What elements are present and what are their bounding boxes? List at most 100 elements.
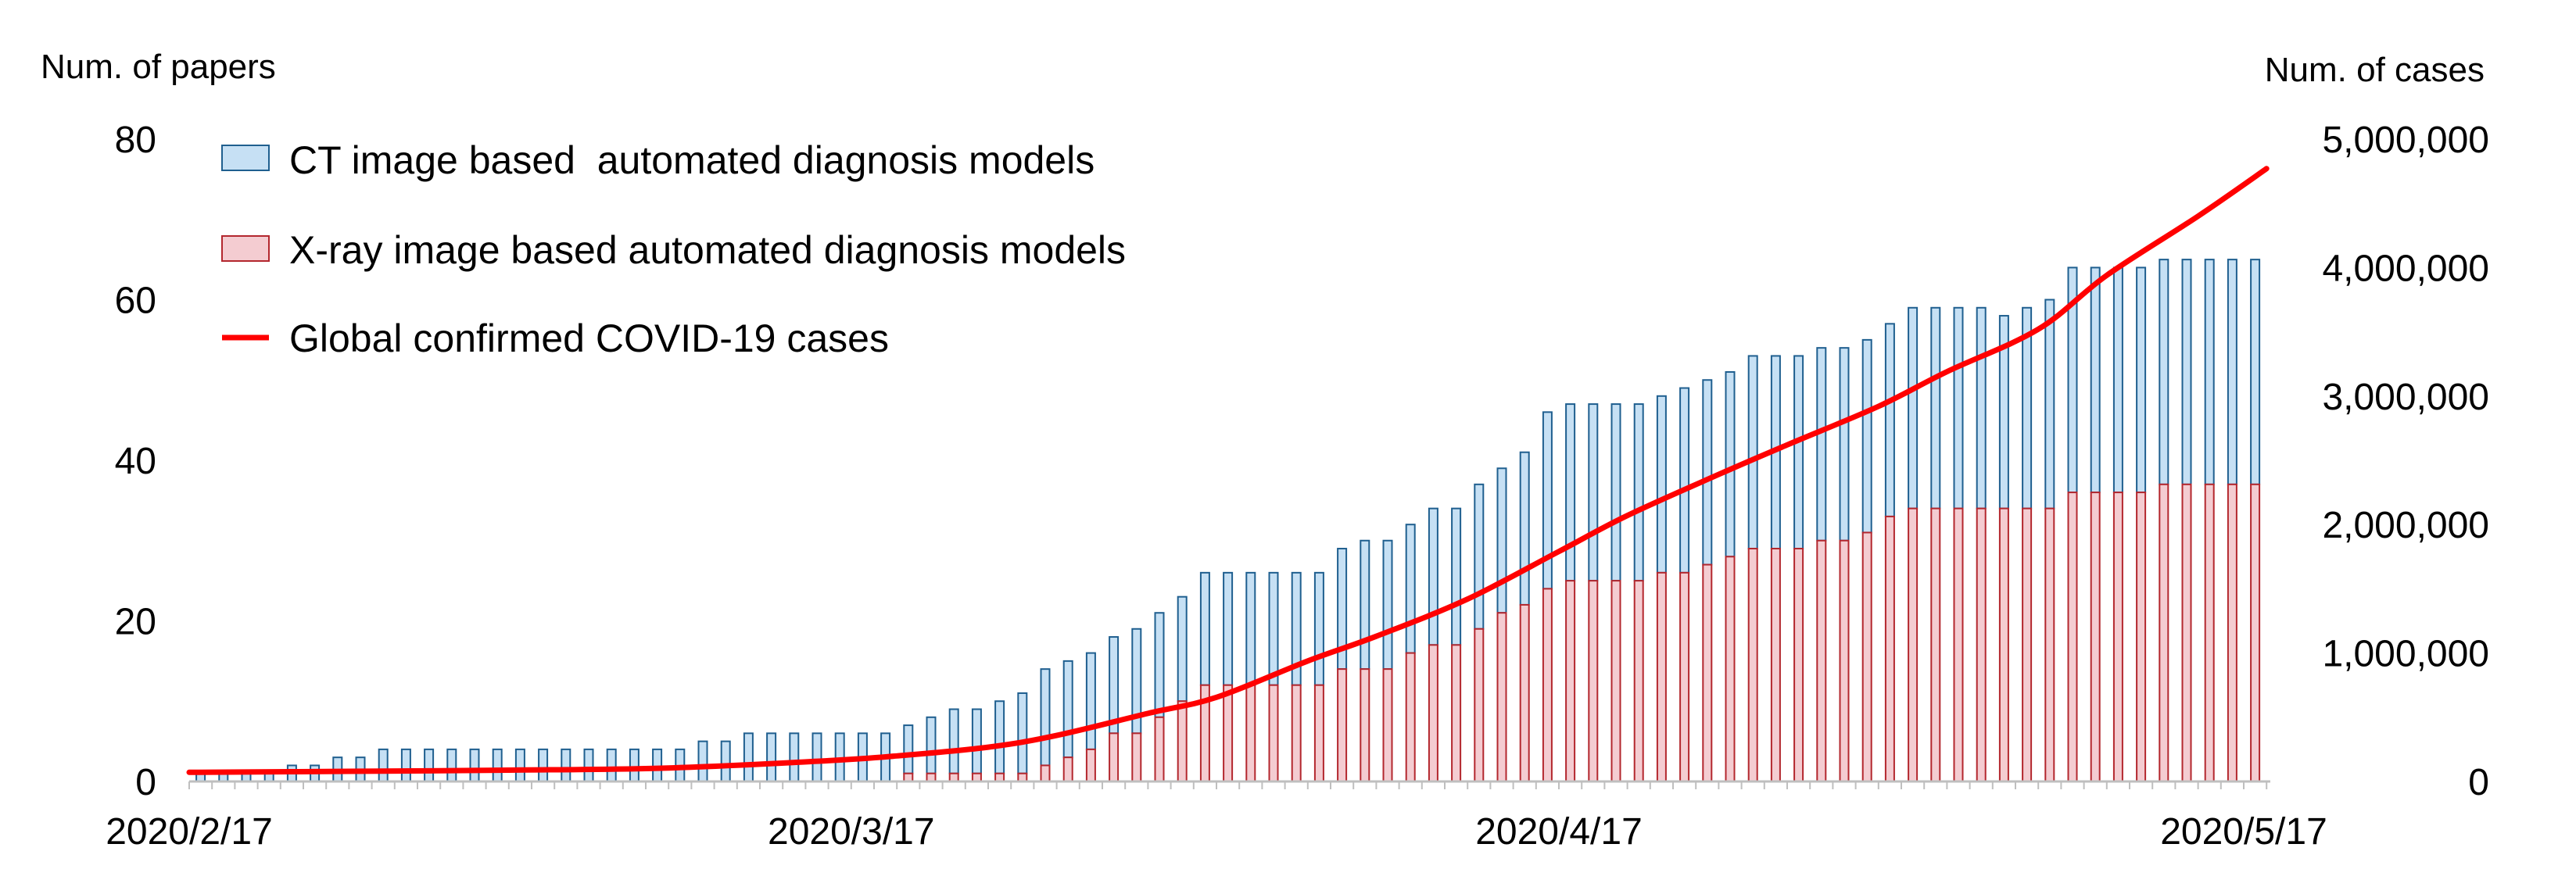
xray-bar	[2090, 492, 2101, 782]
y-left-tick-label: 60	[115, 281, 156, 322]
ct-bar	[2204, 259, 2215, 485]
ct-bar	[1908, 306, 1919, 510]
x-tick-label: 2020/3/17	[768, 811, 935, 853]
ct-bar	[789, 732, 800, 782]
ct-bar	[2181, 259, 2192, 485]
xray-bar	[1633, 580, 1644, 782]
xray-bar	[2022, 507, 2033, 783]
xray-bar	[1588, 580, 1599, 782]
ct-bar	[1884, 323, 1895, 517]
x-tick-label: 2020/4/17	[1475, 811, 1643, 853]
ct-bar	[1861, 338, 1872, 534]
y-left-tick-label: 0	[135, 762, 156, 803]
ct-bar	[652, 748, 663, 783]
xray-bar	[1451, 644, 1462, 783]
xray-bar	[1405, 652, 1416, 782]
xray-bar	[1017, 772, 1028, 782]
xray-bar	[1679, 571, 1690, 782]
ct-bar	[400, 748, 411, 783]
ct-bar	[378, 748, 389, 783]
xray-bar	[1382, 668, 1393, 783]
ct-bar	[1565, 403, 1576, 582]
legend: CT image based automated diagnosis model…	[221, 138, 1126, 360]
ct-bar	[1245, 571, 1256, 686]
xray-bar	[2112, 492, 2123, 782]
ct-bar	[1816, 347, 1827, 542]
xray-bar	[1998, 507, 2009, 783]
bars-group	[195, 259, 2261, 783]
xray-bar	[2227, 483, 2237, 782]
xray-bar	[2204, 483, 2215, 782]
ct-bar	[1793, 355, 1804, 550]
ct-bar	[1451, 507, 1462, 646]
xray-bar	[1268, 684, 1279, 783]
xray-bar	[1154, 716, 1165, 782]
xray-bar	[1428, 644, 1438, 783]
ct-bar	[1679, 387, 1690, 574]
ct-bar	[1382, 539, 1393, 670]
ct-bar	[2250, 259, 2261, 485]
xray-bar	[1474, 628, 1485, 783]
xray-bar	[1793, 548, 1804, 783]
xray-bar	[1245, 684, 1256, 783]
ct-bar	[1040, 668, 1051, 767]
xray-bar	[1953, 507, 1964, 783]
xray-bar	[1542, 588, 1553, 783]
xray-bar	[1177, 700, 1188, 782]
ct-bar	[1976, 306, 1987, 510]
ct-bar	[424, 748, 435, 783]
ct-bar	[469, 748, 480, 783]
ct-bar	[583, 748, 594, 783]
ct-bar	[1062, 660, 1073, 759]
xray-bar	[1040, 764, 1051, 783]
xray-bar	[2250, 483, 2261, 782]
ct-bar	[2044, 299, 2055, 510]
ct-bar	[1839, 347, 1850, 542]
ct-bar	[720, 740, 731, 782]
ct-bar	[1177, 595, 1188, 703]
xray-bar	[2181, 483, 2192, 782]
ct-bar	[1610, 403, 1621, 582]
y-left-axis-ticks: 0 20 40 60 80	[115, 120, 156, 803]
ct-bar	[766, 732, 777, 782]
ct-bar	[948, 708, 959, 774]
ct-bar	[971, 708, 982, 774]
xray-bar	[1725, 556, 1736, 782]
ct-bar	[2159, 259, 2169, 485]
ct-bar	[1428, 507, 1438, 646]
xray-bar	[2136, 492, 2147, 782]
ct-bar	[926, 716, 937, 774]
ct-bar	[514, 748, 525, 783]
x-tick-label: 2020/2/17	[106, 811, 273, 853]
ct-bar	[1405, 524, 1416, 654]
xray-bar	[1702, 563, 1713, 782]
xray-bar	[1085, 748, 1096, 783]
y-right-tick-label: 4,000,000	[2322, 248, 2489, 289]
ct-bar	[1747, 355, 1758, 550]
y-right-tick-label: 1,000,000	[2322, 634, 2489, 675]
ct-bar	[1953, 306, 1964, 510]
ct-bar	[2136, 266, 2147, 494]
ct-bar	[1702, 379, 1713, 566]
y-right-tick-label: 2,000,000	[2322, 505, 2489, 546]
xray-bar	[1656, 571, 1667, 782]
ct-bar	[1268, 571, 1279, 686]
ct-bar	[1199, 571, 1210, 686]
xray-bar	[1062, 756, 1073, 782]
y-left-axis-title: Num. of papers	[41, 48, 276, 86]
ct-bar	[492, 748, 503, 783]
xray-bar	[1976, 507, 1987, 783]
ct-bar	[1474, 483, 1485, 630]
ct-bar	[1085, 652, 1096, 750]
xray-bar	[2159, 483, 2169, 782]
xray-bar	[1610, 580, 1621, 782]
legend-xray-label: X-ray image based automated diagnosis mo…	[289, 228, 1126, 272]
x-tick-label: 2020/5/17	[2160, 811, 2327, 853]
ct-bar	[1017, 692, 1028, 774]
ct-bar	[2112, 266, 2123, 494]
ct-bar	[1496, 467, 1507, 614]
ct-bar	[629, 748, 640, 783]
xray-bar	[994, 772, 1005, 782]
y-left-tick-label: 40	[115, 441, 156, 482]
